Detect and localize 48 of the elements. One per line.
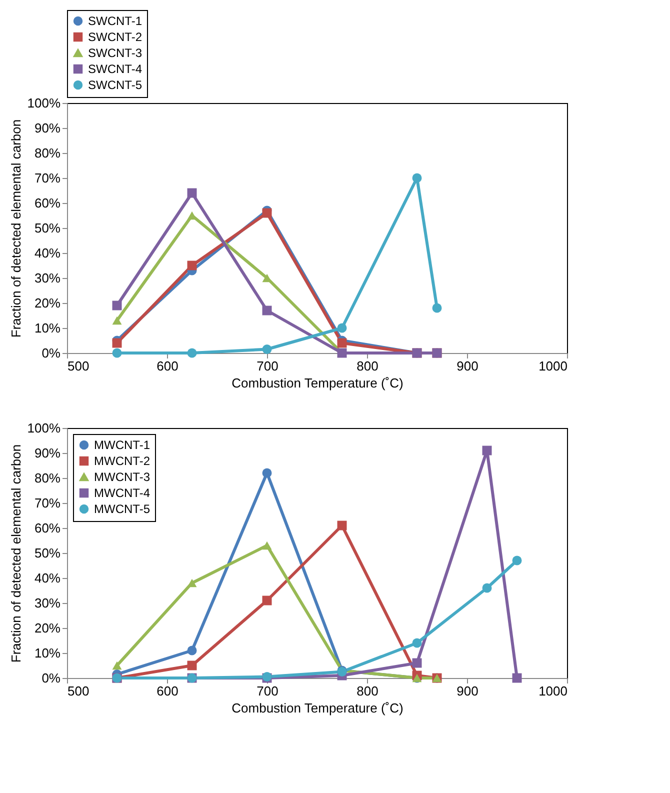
x-axis-title: Combustion Temperature (˚C) (232, 376, 404, 390)
y-axis-title: Fraction of detected elemental carbon (8, 444, 24, 663)
x-tick-label: 1000 (538, 684, 568, 698)
x-tick-label: 900 (456, 358, 478, 374)
x-tick-label: 1000 (538, 358, 568, 374)
y-tick-label: 60% (34, 520, 61, 536)
x-tick-label: 800 (356, 358, 378, 374)
y-tick-label: 80% (34, 146, 61, 160)
legend-label: MWCNT-3 (94, 470, 150, 484)
x-tick-label: 600 (156, 684, 178, 698)
y-tick-label: 20% (34, 296, 61, 310)
y-tick-label: 0% (42, 346, 61, 360)
y-tick-label: 100% (27, 420, 61, 436)
legend-label: SWCNT-3 (88, 46, 142, 60)
legend-label: MWCNT-5 (94, 502, 150, 516)
y-tick-label: 70% (34, 170, 61, 186)
x-tick-label: 600 (156, 358, 178, 374)
x-axis-title: Combustion Temperature (˚C) (232, 700, 404, 716)
y-tick-label: 10% (34, 646, 61, 660)
legend-label: SWCNT-4 (88, 62, 142, 76)
legend-label: MWCNT-4 (94, 486, 150, 500)
x-tick-label: 800 (356, 684, 378, 698)
y-tick-label: 60% (34, 196, 61, 210)
x-tick-label: 700 (256, 358, 278, 374)
y-tick-label: 90% (34, 120, 61, 136)
x-tick-label: 900 (456, 684, 478, 698)
y-tick-label: 40% (34, 246, 61, 260)
legend-label: MWCNT-1 (94, 438, 150, 452)
legend-label: SWCNT-1 (88, 14, 142, 28)
y-tick-label: 80% (34, 470, 61, 486)
y-tick-label: 100% (27, 96, 61, 110)
legend-label: SWCNT-5 (88, 78, 142, 92)
y-tick-label: 50% (34, 220, 61, 236)
x-tick-label: 500 (68, 684, 90, 698)
y-tick-label: 70% (34, 496, 61, 510)
x-tick-label: 700 (256, 684, 278, 698)
legend-label: SWCNT-2 (88, 30, 142, 44)
y-tick-label: 20% (34, 620, 61, 636)
x-tick-label: 500 (68, 358, 90, 374)
y-tick-label: 40% (34, 570, 61, 586)
y-tick-label: 90% (34, 446, 61, 460)
y-tick-label: 10% (34, 320, 61, 336)
y-tick-label: 30% (34, 596, 61, 610)
y-axis-title: Fraction of detected elemental carbon (8, 119, 24, 338)
y-tick-label: 50% (34, 546, 61, 560)
legend-label: MWCNT-2 (94, 454, 150, 468)
y-tick-label: 30% (34, 270, 61, 286)
y-tick-label: 0% (42, 670, 61, 686)
